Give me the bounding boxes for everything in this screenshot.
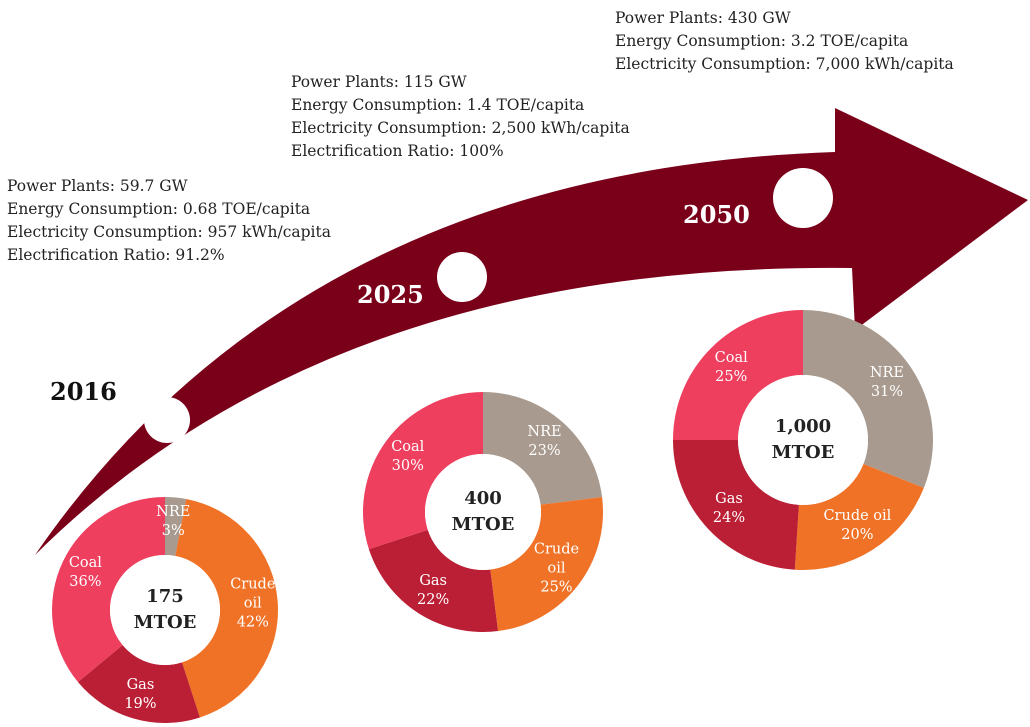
milestone-dot (437, 252, 487, 302)
slice-value: 3% (161, 523, 185, 540)
year-label: 2050 (683, 200, 750, 229)
slice-label: NRE 3% (147, 503, 199, 541)
slice-value: 24% (712, 510, 746, 527)
pie-slice (175, 499, 279, 718)
donut-hole (738, 375, 868, 505)
note-line: Energy Consumption: 0.68 TOE/capita (7, 200, 311, 218)
slice-label: Gas 19% (114, 676, 166, 714)
slice-category: Crude oil (533, 541, 580, 577)
slice-label: Crude oil 42% (227, 576, 279, 633)
note-line: Energy Consumption: 3.2 TOE/capita (615, 32, 909, 50)
pie-slice (165, 497, 187, 556)
slice-value: 42% (236, 614, 269, 631)
note-line: Power Plants: 59.7 GW (7, 177, 188, 195)
slice-label: Coal 25% (686, 349, 776, 387)
slice-category: Coal (68, 554, 102, 571)
slice-label: NRE 23% (519, 423, 571, 461)
pie-slice (52, 497, 165, 683)
notes-2016: Power Plants: 59.7 GW Energy Consumption:… (7, 175, 331, 267)
slice-label: Coal 30% (382, 438, 434, 476)
note-line: Energy Consumption: 1.4 TOE/capita (291, 96, 585, 114)
pie-slice (673, 310, 803, 440)
notes-2050: Power Plants: 430 GW Energy Consumption: … (615, 7, 954, 76)
slice-category: Crude oil (230, 576, 276, 612)
year-label: 2025 (357, 280, 424, 309)
slice-value: 36% (69, 573, 102, 590)
slice-category: Coal (714, 350, 748, 367)
note-line: Electricity Consumption: 7,000 kWh/capit… (615, 55, 954, 73)
timeline-arrow (35, 108, 1028, 555)
donut-center-label: 400 MTOE (451, 488, 515, 535)
donut-center-label: 175 MTOE (133, 586, 197, 633)
slice-value: 19% (124, 695, 157, 712)
slice-value: 25% (715, 369, 748, 386)
note-line: Electrification Ratio: 100% (291, 142, 504, 160)
slice-category: Gas (419, 572, 447, 589)
notes-2025: Power Plants: 115 GW Energy Consumption: … (291, 71, 630, 163)
slice-value: 25% (540, 579, 573, 596)
slice-label: NRE 31% (842, 364, 932, 402)
slice-value: 31% (870, 383, 904, 400)
slice-category: NRE (869, 364, 905, 381)
slice-label: Crude oil 25% (530, 541, 582, 598)
slice-label: Gas 22% (407, 572, 459, 610)
slice-value: 22% (417, 591, 450, 608)
pie-slice (794, 463, 924, 570)
note-line: Power Plants: 430 GW (615, 9, 791, 27)
note-line: Electrification Ratio: 91.2% (7, 246, 225, 264)
slice-category: Gas (715, 491, 743, 508)
slice-value: 23% (528, 443, 561, 460)
pie-slice (483, 392, 603, 505)
note-line: Electricity Consumption: 2,500 kWh/capit… (291, 119, 630, 137)
pie-slice (673, 440, 799, 570)
pie-slice (363, 392, 483, 550)
pie-slice (803, 310, 933, 488)
slice-value: 30% (391, 458, 424, 475)
slice-category: Gas (126, 676, 155, 693)
note-line: Power Plants: 115 GW (291, 73, 467, 91)
donut-center-label: 1,000 MTOE (771, 416, 835, 463)
pie-slice (490, 496, 603, 632)
slice-category: NRE (527, 424, 562, 441)
milestone-dot (773, 168, 833, 228)
year-label: 2016 (50, 377, 117, 406)
slice-category: Coal (391, 439, 425, 456)
donut-hole (110, 555, 220, 665)
slice-category: Crude oil (823, 507, 892, 524)
slice-label: Coal 36% (59, 554, 111, 592)
donut-hole (425, 454, 541, 570)
slice-label: Crude oil 20% (812, 507, 902, 545)
note-line: Electricity Consumption: 957 kWh/capita (7, 223, 331, 241)
pie-slice (77, 645, 200, 723)
milestone-dot (144, 397, 190, 443)
slice-value: 20% (841, 526, 874, 543)
slice-category: NRE (156, 504, 191, 521)
pie-slice (368, 529, 499, 633)
slice-label: Gas 24% (684, 490, 774, 528)
